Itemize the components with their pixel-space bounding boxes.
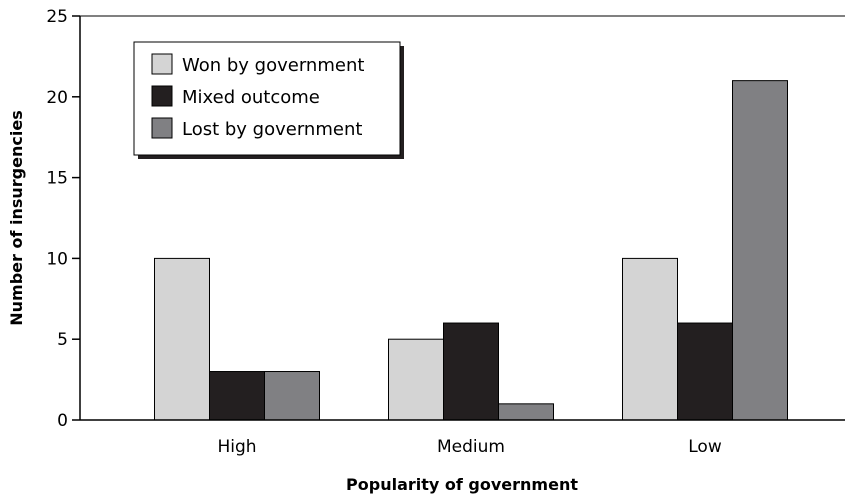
bar-low-lost-by-government xyxy=(732,80,788,421)
bar-medium-mixed-outcome xyxy=(443,322,499,421)
legend-swatch xyxy=(151,53,173,75)
y-tick-label: 10 xyxy=(46,249,68,269)
legend-label: Won by government xyxy=(182,55,364,76)
legend-swatch xyxy=(151,117,173,139)
bars-group xyxy=(154,80,788,421)
axes-group xyxy=(79,15,845,421)
bar-low-mixed-outcome xyxy=(677,322,733,421)
legend-box xyxy=(133,41,401,156)
y-axis-title: Number of insurgencies xyxy=(7,110,26,325)
y-ticks-group: 0 5 10 15 20 25 xyxy=(46,7,80,431)
y-tick-label: 0 xyxy=(57,411,68,431)
x-ticks-group: High Medium Low xyxy=(217,437,721,457)
legend-items: Won by government Mixed outcome Lost by go… xyxy=(151,53,364,140)
bar-medium-lost-by-government xyxy=(498,403,554,421)
y-tick-label: 20 xyxy=(46,88,68,108)
legend-swatch xyxy=(151,85,173,107)
bar-low-won-by-government xyxy=(622,257,678,421)
y-tick-label: 5 xyxy=(57,330,68,350)
x-tick-label: Low xyxy=(688,437,722,457)
legend-label: Mixed outcome xyxy=(182,87,320,108)
bar-high-mixed-outcome xyxy=(209,371,265,421)
x-axis-title: Popularity of government xyxy=(346,475,578,494)
legend: Won by government Mixed outcome Lost by go… xyxy=(133,41,404,159)
x-tick-label: Medium xyxy=(437,437,505,457)
y-tick-label: 25 xyxy=(46,7,68,27)
bar-medium-won-by-government xyxy=(388,338,444,421)
x-tick-label: High xyxy=(217,437,256,457)
bar-high-won-by-government xyxy=(154,257,210,421)
legend-label: Lost by government xyxy=(182,119,362,140)
y-tick-label: 15 xyxy=(46,169,68,189)
bar-high-lost-by-government xyxy=(264,371,320,421)
